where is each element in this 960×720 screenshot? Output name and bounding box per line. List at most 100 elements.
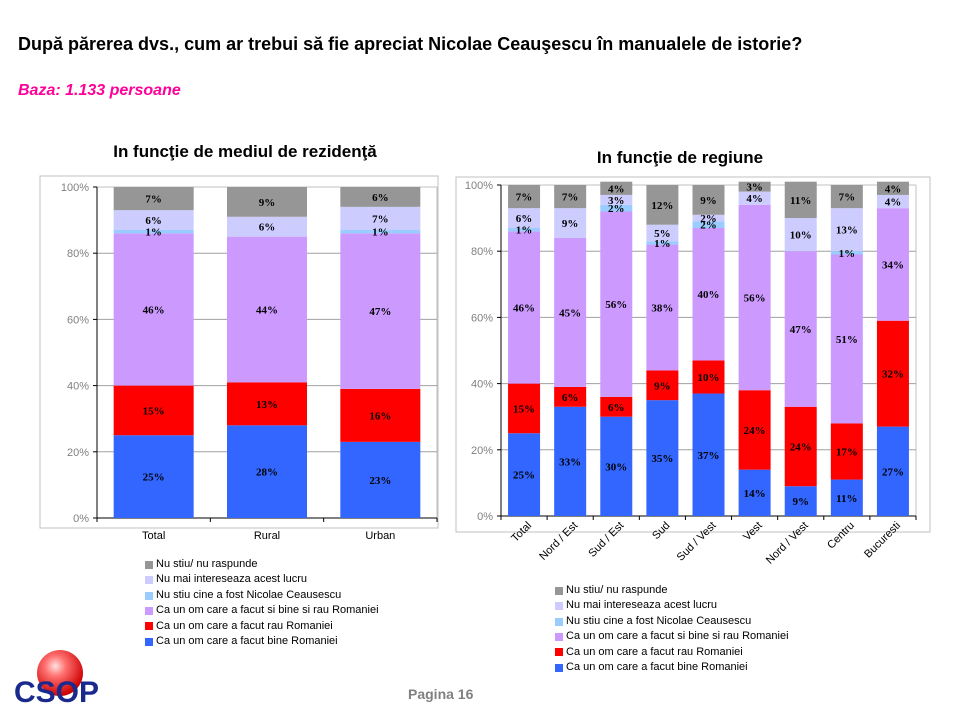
data-label: 6% <box>145 215 162 227</box>
legend-swatch-icon <box>555 586 563 595</box>
data-label: 7% <box>562 192 579 204</box>
legend-label: Ca un om care a facut bine Romaniei <box>566 661 748 674</box>
data-label: 6% <box>608 402 625 414</box>
bar-segment <box>340 230 421 234</box>
legend-item: Ca un om care a facut bine Romaniei <box>555 660 789 675</box>
data-label: 56% <box>605 299 627 311</box>
legend-swatch-icon <box>145 606 153 615</box>
bar-segment <box>692 393 725 516</box>
bar-group-sud-vest: 37% 10% 40% 2%2% 9% <box>692 185 725 516</box>
data-label: 3% <box>608 195 625 207</box>
y-tick-label: 80% <box>471 246 493 258</box>
bar-group-rural: 28% 13% 44% 6% 9% <box>227 187 307 518</box>
y-tick-label: 100% <box>465 180 493 192</box>
data-label: 51% <box>836 334 858 346</box>
data-label: 33% <box>559 456 581 468</box>
data-label: 4% <box>608 183 625 195</box>
bar-segment <box>227 187 307 217</box>
legend-label: Nu stiu/ nu raspunde <box>156 558 258 570</box>
bar-segment <box>876 426 909 516</box>
bar-segment <box>646 370 679 401</box>
bar-segment <box>227 382 307 426</box>
y-tick-label: 20% <box>67 447 89 459</box>
bar-segment <box>784 218 817 252</box>
y-tick-label: 60% <box>67 314 89 326</box>
data-label: 35% <box>651 453 673 465</box>
bar-group-nord-vest: 9% 24% 47% 10% 11% <box>784 181 817 516</box>
data-label: 16% <box>369 410 391 422</box>
legend-label: Nu mai intereseaza acest lucru <box>566 599 718 612</box>
bar-group-sud: 35% 9% 38% 1%5% 12% <box>646 185 679 516</box>
chart-title-residence: In funcţie de mediul de rezidenţă <box>113 142 377 161</box>
data-label: 6% <box>259 222 276 234</box>
bar-segment <box>600 416 633 516</box>
legend-swatch-icon <box>145 622 153 631</box>
x-tick-label: Nord / Est <box>537 520 580 563</box>
legend-item: Nu stiu/ nu raspunde <box>555 583 789 598</box>
data-label: 13% <box>836 225 858 237</box>
chart-title-region: In funcţie de regiune <box>596 148 764 167</box>
bar-segment <box>554 406 587 516</box>
logo-sphere-icon <box>37 650 83 696</box>
bar-segment <box>692 221 725 229</box>
bar-segment <box>738 390 771 470</box>
legend-swatch-icon <box>145 576 153 585</box>
bar-segment <box>600 204 633 212</box>
bar-segment <box>646 244 679 371</box>
bar-segment <box>340 206 421 231</box>
legend-label: Ca un om care a facut si bine si rau Rom… <box>156 604 379 617</box>
bar-segment <box>340 388 421 442</box>
legend-item: Ca un om care a facut si bine si rau Rom… <box>145 603 379 618</box>
legend-swatch-icon <box>145 591 153 600</box>
data-label: 7% <box>516 192 533 204</box>
data-label: 47% <box>369 306 391 318</box>
data-label: 9% <box>700 195 717 207</box>
bar-segment <box>340 187 421 207</box>
data-label: 11% <box>836 493 857 505</box>
x-tick-label: Sud / Est <box>586 520 626 560</box>
bar-segment <box>876 208 909 321</box>
data-label: 3% <box>746 182 763 194</box>
data-label: 2% <box>608 203 625 215</box>
y-tick-label: 0% <box>73 513 89 525</box>
legend-item: Nu stiu/ nu raspunde <box>145 557 379 572</box>
x-tick-label: Urban <box>365 530 395 542</box>
bar-segment <box>646 241 679 245</box>
data-label: 1% <box>839 248 856 260</box>
bar-segment <box>784 486 817 516</box>
x-tick-label: Total <box>142 530 165 542</box>
x-tick-label: Nord / Vest <box>764 520 811 567</box>
data-label: 40% <box>698 289 720 301</box>
data-label: 37% <box>698 450 720 462</box>
bar-segment <box>830 251 863 255</box>
data-label: 23% <box>369 475 391 487</box>
legend-label: Nu stiu/ nu raspunde <box>566 584 668 596</box>
base-sample-label: Baza: 1.133 persoane <box>18 82 181 99</box>
data-label: 1% <box>145 227 162 239</box>
data-label: 56% <box>744 293 766 305</box>
bar-segment <box>876 194 909 209</box>
bar-segment <box>600 211 633 397</box>
legend-residence: Nu stiu/ nu raspunde Nu mai intereseaza a… <box>145 557 379 649</box>
bar-segment <box>554 185 587 209</box>
data-label: 5% <box>654 228 671 240</box>
bar-segment <box>876 320 909 427</box>
data-label: 46% <box>143 304 165 316</box>
bar-segment <box>508 228 541 232</box>
bar-group-urban: 23% 16% 47% 1% 7% 6% <box>340 187 421 518</box>
legend-swatch-icon <box>555 617 563 626</box>
bar-segment <box>738 191 771 205</box>
data-label: 10% <box>790 230 812 242</box>
data-label: 9% <box>562 218 579 230</box>
bar-segment <box>508 383 541 434</box>
legend-swatch-icon <box>555 602 563 611</box>
data-label: 14% <box>744 488 766 500</box>
bar-segment <box>554 386 587 407</box>
x-tick-label: Centru <box>825 520 857 552</box>
data-label: 17% <box>836 446 858 458</box>
data-label: 10% <box>698 372 720 384</box>
bar-segment <box>692 228 725 361</box>
bar-segment <box>738 204 771 391</box>
legend-item: Nu stiu cine a fost Nicolae Ceausescu <box>555 614 789 629</box>
data-label: 27% <box>882 466 904 478</box>
